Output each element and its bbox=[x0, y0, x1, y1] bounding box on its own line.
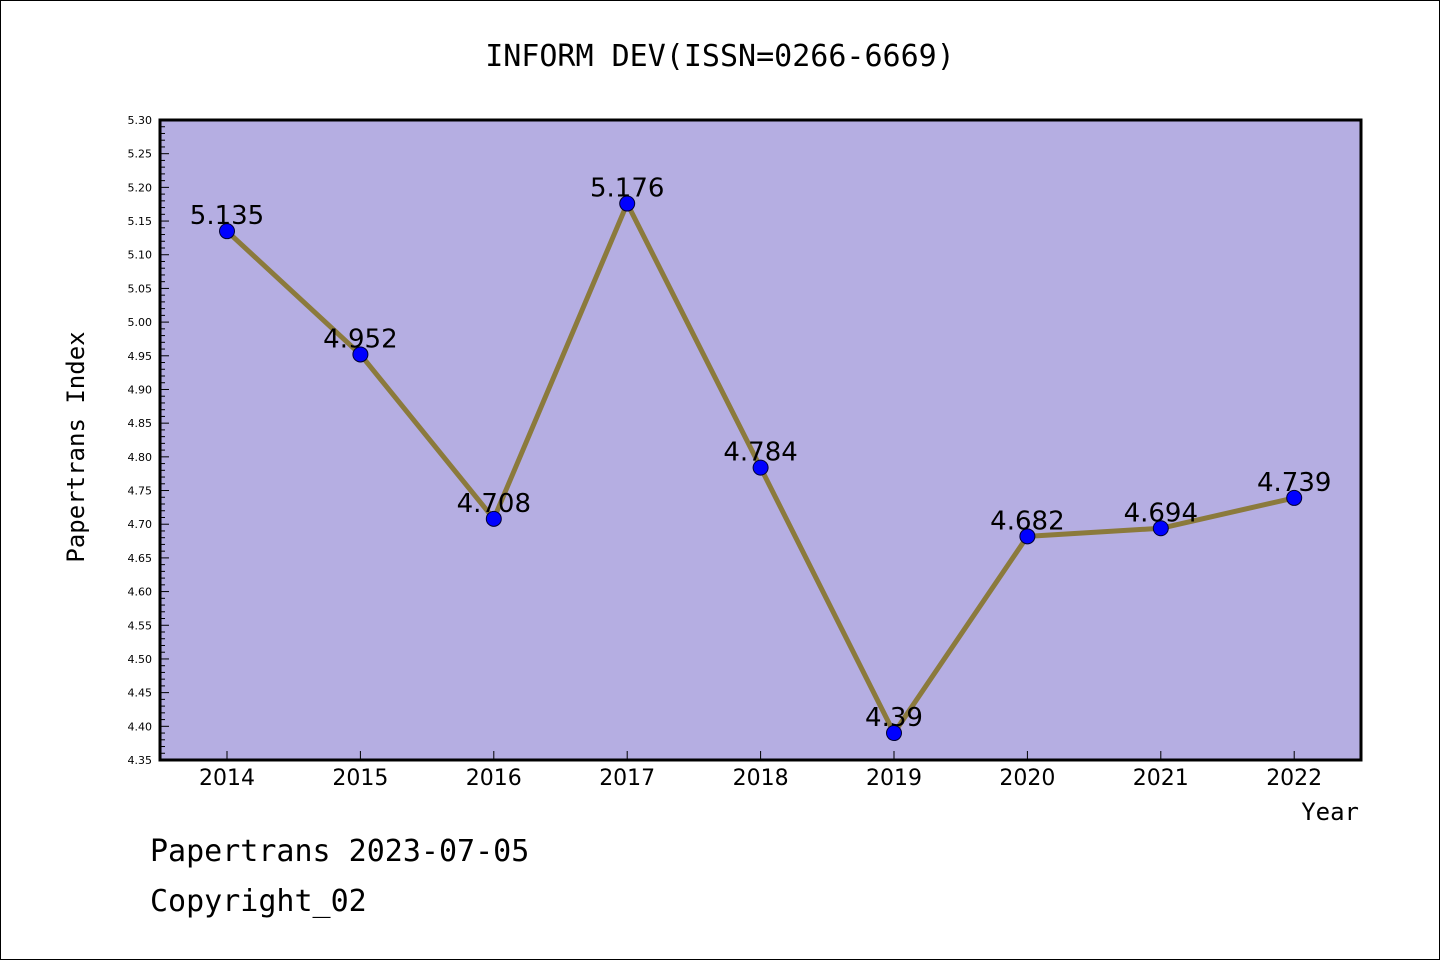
data-label: 4.39 bbox=[865, 703, 923, 733]
y-tick-label: 5.30 bbox=[128, 114, 153, 127]
plot-area bbox=[158, 118, 1363, 762]
x-tick-label: 2015 bbox=[332, 766, 388, 791]
y-tick-label: 4.50 bbox=[128, 653, 153, 666]
data-label: 4.682 bbox=[990, 506, 1064, 536]
data-point bbox=[485, 510, 502, 527]
y-axis: 4.35 4.40 4.45 4.50 4.55 4.60 4.65 4.70 4.75 4.80… bbox=[128, 114, 169, 767]
y-tick-label: 4.95 bbox=[128, 350, 153, 363]
y-tick-label: 5.25 bbox=[128, 148, 153, 161]
data-point bbox=[219, 223, 235, 240]
y-tick-label: 4.65 bbox=[128, 552, 153, 565]
footer-date: Papertrans 2023-07-05 bbox=[150, 834, 530, 869]
footer-copyright: Copyright_02 bbox=[150, 884, 367, 919]
y-tick-label: 5.20 bbox=[128, 181, 153, 194]
data-label: 5.135 bbox=[190, 201, 264, 231]
y-tick-label: 4.85 bbox=[128, 417, 153, 430]
x-tick-label: 2019 bbox=[866, 766, 922, 791]
y-tick-label: 4.60 bbox=[128, 586, 153, 599]
y-tick-label: 4.40 bbox=[128, 720, 153, 733]
y-tick-label: 5.05 bbox=[128, 282, 153, 295]
data-point bbox=[352, 346, 369, 363]
y-tick-label: 4.55 bbox=[128, 619, 153, 632]
x-tick-label: 2017 bbox=[599, 766, 655, 791]
x-tick-label: 2020 bbox=[999, 766, 1055, 791]
y-tick-label: 5.15 bbox=[128, 215, 153, 228]
data-point bbox=[886, 725, 902, 742]
y-tick-label: 4.70 bbox=[128, 518, 153, 531]
plot-background bbox=[160, 120, 1361, 760]
data-point bbox=[619, 195, 636, 212]
x-axis-label: Year bbox=[1301, 798, 1359, 826]
y-tick-label: 5.00 bbox=[128, 316, 153, 329]
x-tick-label: 2018 bbox=[733, 766, 789, 791]
data-labels: 5.135 4.952 4.708 5.176 4.784 4.39 4.682 4.694 4… bbox=[190, 174, 1332, 734]
data-label: 4.784 bbox=[723, 438, 797, 468]
x-tick-label: 2014 bbox=[199, 766, 255, 791]
y-tick-label: 4.90 bbox=[128, 383, 153, 396]
x-tick-label: 2021 bbox=[1133, 766, 1189, 791]
data-label: 4.694 bbox=[1124, 498, 1198, 528]
data-point bbox=[1019, 528, 1036, 545]
data-point bbox=[752, 459, 769, 476]
data-point bbox=[1286, 489, 1303, 506]
y-tick-label: 4.80 bbox=[128, 451, 153, 464]
data-label: 4.708 bbox=[457, 489, 531, 519]
y-axis-label: Papertrans Index bbox=[62, 331, 90, 562]
data-label: 4.952 bbox=[323, 324, 397, 354]
y-tick-label: 4.35 bbox=[128, 754, 153, 767]
x-tick-label: 2016 bbox=[466, 766, 522, 791]
y-tick-label: 5.10 bbox=[128, 249, 153, 262]
y-tick-label: 4.75 bbox=[128, 485, 153, 498]
chart-title: INFORM DEV(ISSN=0266-6669) bbox=[485, 39, 955, 74]
data-points bbox=[219, 195, 1303, 742]
x-tick-label: 2022 bbox=[1266, 766, 1322, 791]
y-tick-label: 4.45 bbox=[128, 687, 153, 700]
data-label: 5.176 bbox=[590, 174, 664, 204]
data-label: 4.739 bbox=[1257, 468, 1331, 498]
data-point bbox=[1152, 520, 1169, 537]
